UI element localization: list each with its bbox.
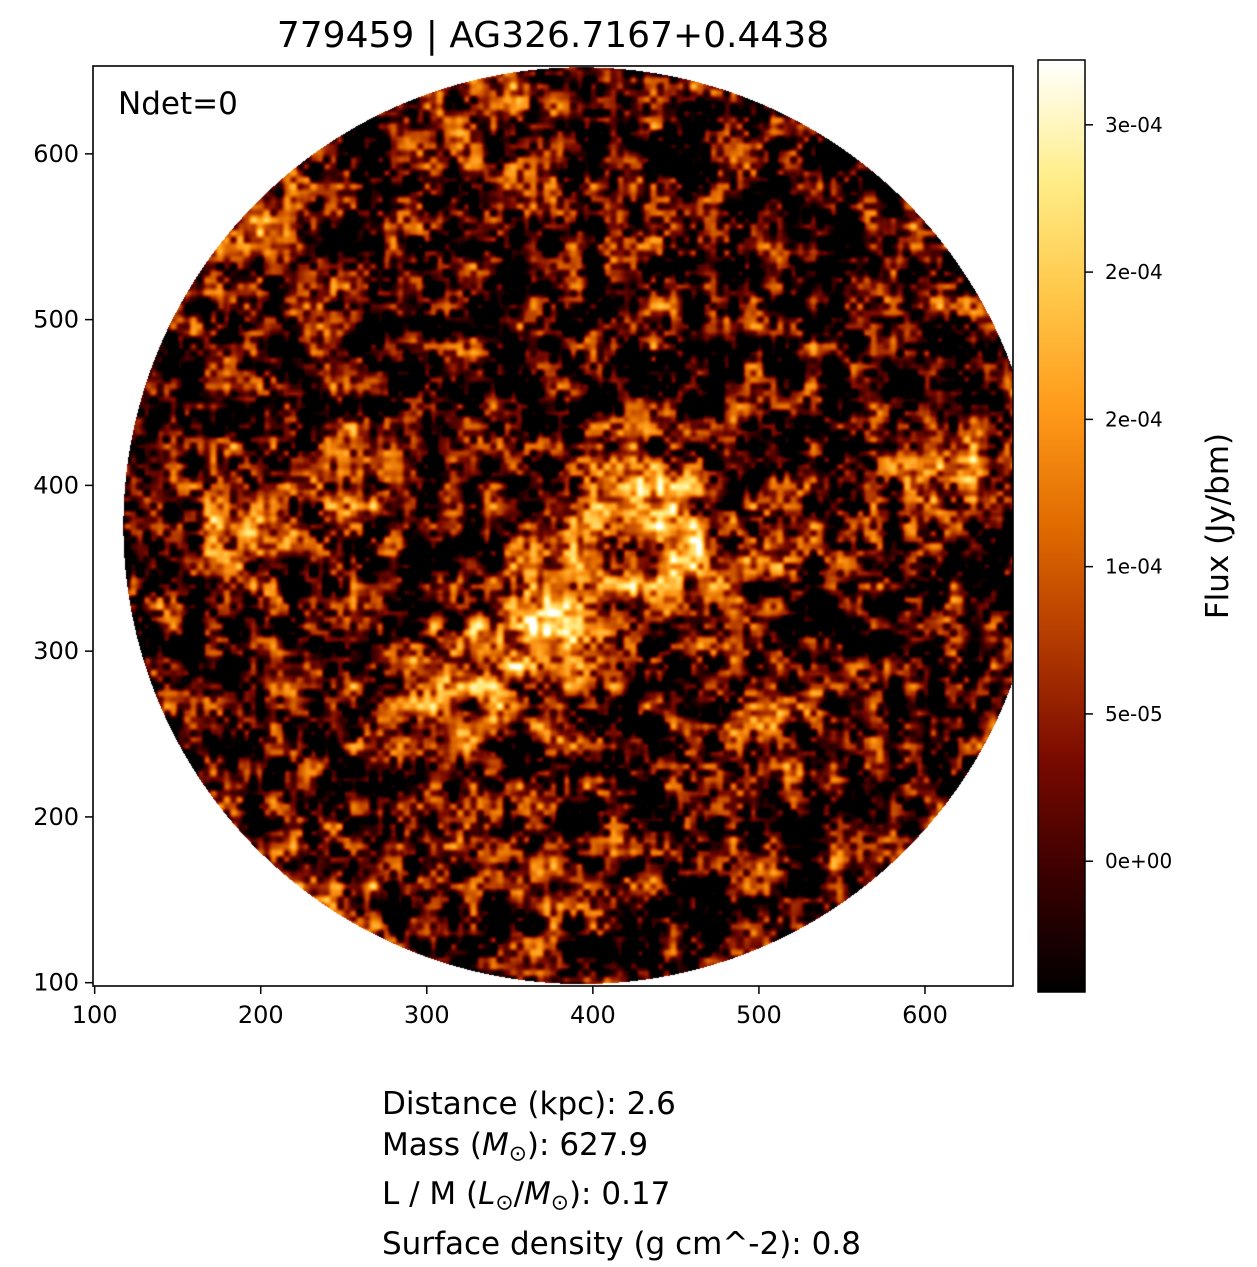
y-tick-label-2: 300 bbox=[33, 637, 79, 665]
colorbar-tick-label-4: 2e-04 bbox=[1105, 260, 1163, 284]
ndet-annotation: Ndet=0 bbox=[118, 86, 238, 122]
x-tick-label-3: 400 bbox=[570, 1001, 616, 1029]
axes-frame bbox=[92, 65, 1014, 987]
lm-line: L / M (L⊙/M⊙): 0.17 bbox=[382, 1176, 671, 1216]
y-tick-label-0: 100 bbox=[33, 969, 79, 997]
info-block: Distance (kpc): 2.6 Mass (M⊙): 627.9 L /… bbox=[382, 1084, 861, 1265]
surface-density-line: Surface density (g cm^-2): 0.8 bbox=[382, 1225, 861, 1262]
chart-title: 779459 | AG326.7167+0.4438 bbox=[276, 15, 830, 56]
x-tick-label-4: 500 bbox=[736, 1001, 782, 1029]
y-tick-label-1: 200 bbox=[33, 803, 79, 831]
distance-line: Distance (kpc): 2.6 bbox=[382, 1086, 676, 1122]
colorbar-tick-label-5: 3e-04 bbox=[1105, 113, 1163, 137]
flux-map-image bbox=[93, 66, 1013, 986]
colorbar-tick-label-0: 0e+00 bbox=[1105, 849, 1172, 873]
y-tick-label-4: 500 bbox=[33, 306, 79, 334]
colorbar-tick-label-1: 5e-05 bbox=[1105, 702, 1163, 726]
mass-line: Mass (M⊙): 627.9 bbox=[382, 1127, 649, 1167]
y-tick-label-3: 400 bbox=[33, 471, 79, 499]
x-tick-label-2: 300 bbox=[404, 1001, 450, 1029]
x-tick-label-1: 200 bbox=[238, 1001, 284, 1029]
colorbar-tick-label-3: 2e-04 bbox=[1105, 407, 1163, 431]
colorbar bbox=[1037, 59, 1086, 993]
y-tick-label-5: 600 bbox=[33, 140, 79, 168]
x-tick-label-5: 600 bbox=[902, 1001, 948, 1029]
x-tick-label-0: 100 bbox=[72, 1001, 118, 1029]
colorbar-tick-label-2: 1e-04 bbox=[1105, 555, 1163, 579]
flux-map bbox=[93, 66, 1013, 986]
colorbar-label: Flux (Jy/bm) bbox=[1200, 433, 1236, 619]
